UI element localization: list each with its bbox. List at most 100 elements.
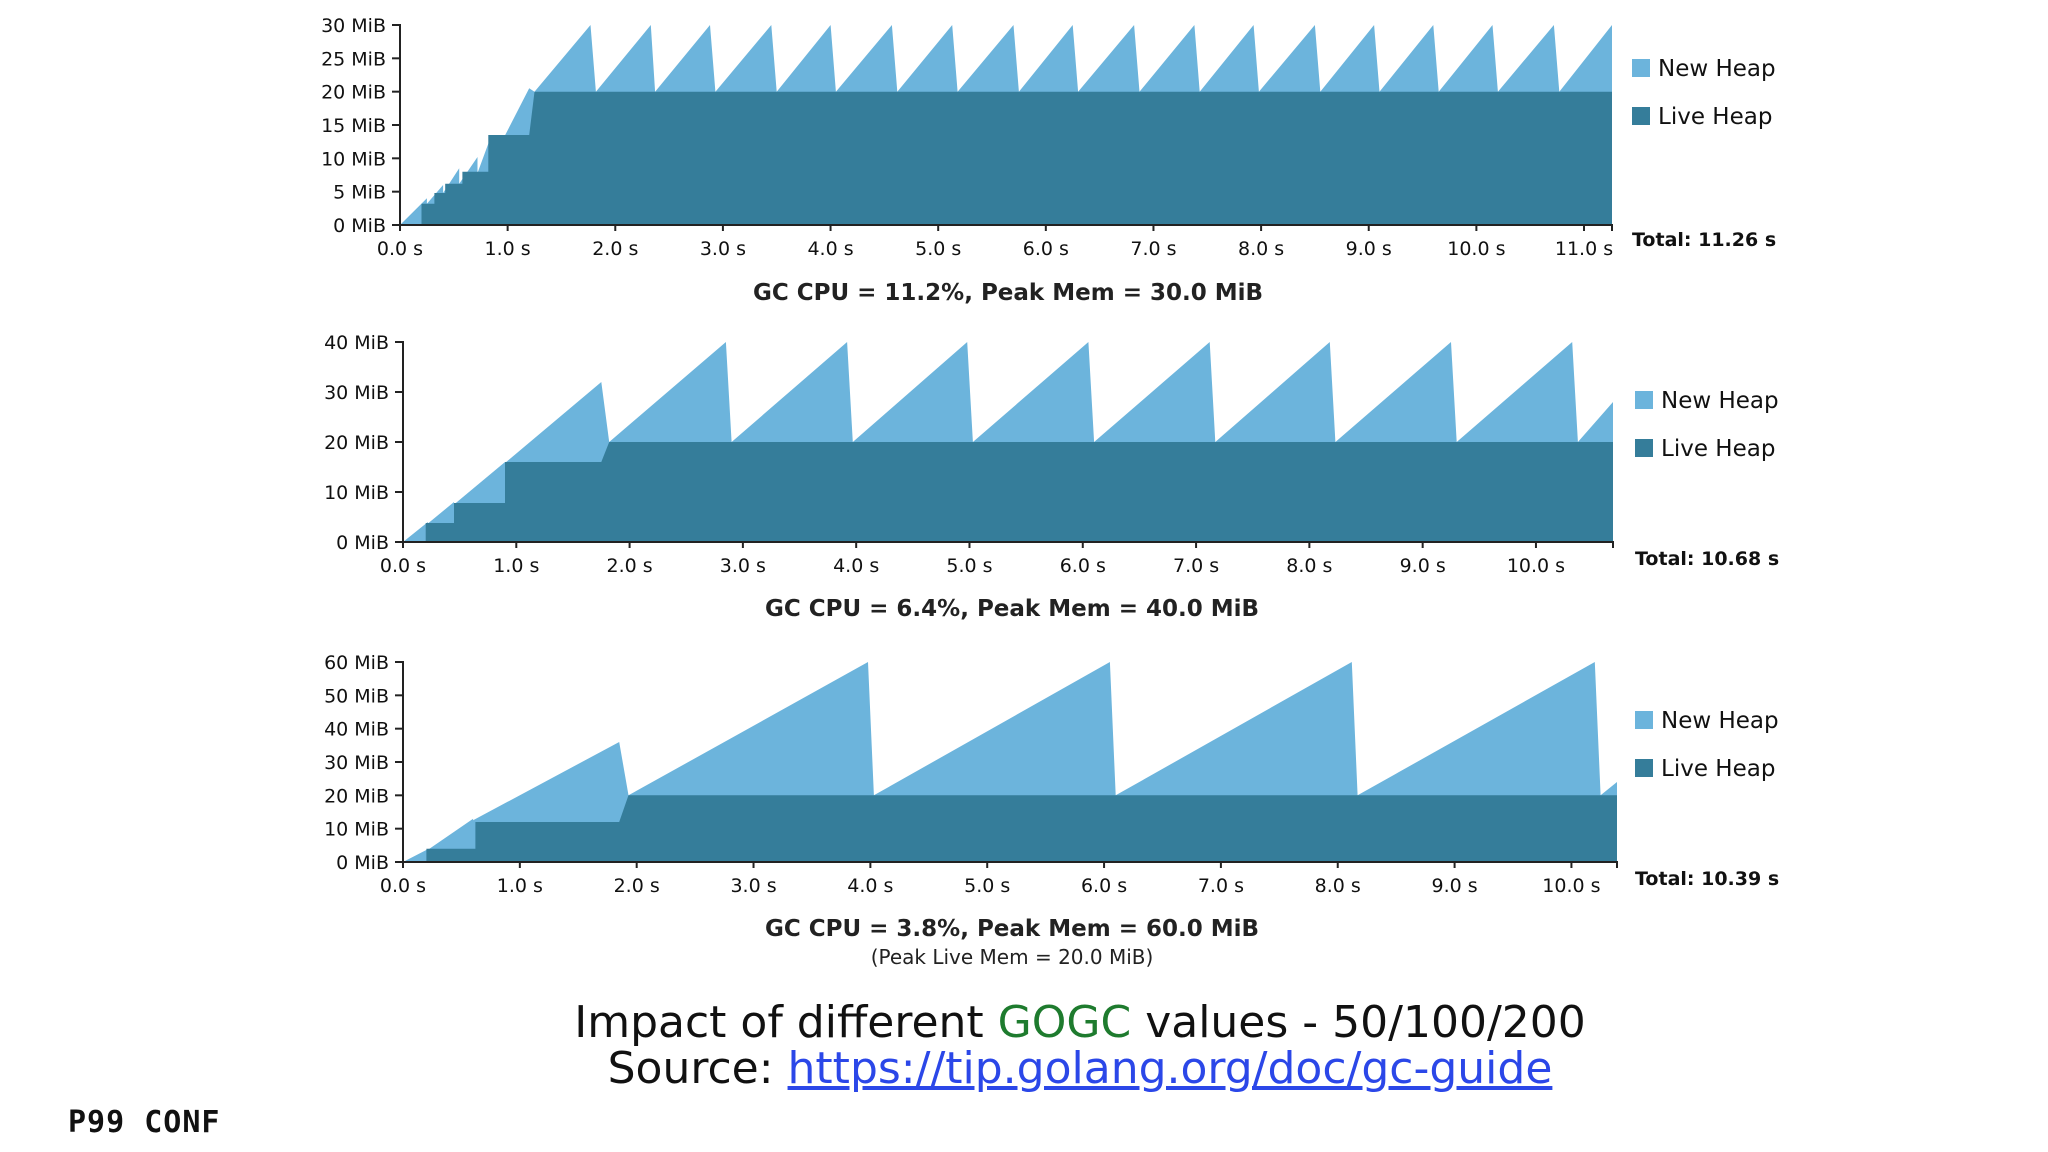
x-tick-label: 2.0 s [607,555,653,577]
y-tick-label: 20 MiB [321,82,386,104]
legend-swatch-live-heap [1632,107,1650,125]
x-axis-line [399,224,1613,231]
y-tick-label: 0 MiB [333,215,386,237]
y-tick-label: 10 MiB [324,482,389,504]
y-tick-label: 50 MiB [324,685,389,707]
legend-label-live-heap: Live Heap [1661,756,1775,782]
plot-area: 0 MiB 10 MiB 20 MiB 30 MiB 40 MiB 0.0 s 1.0 s 2… [324,332,1779,577]
x-tick-label: 9.0 s [1346,238,1392,260]
x-tick-label: 5.0 s [915,238,961,260]
legend-swatch-new-heap [1635,711,1653,729]
legend-label-new-heap: New Heap [1661,708,1779,734]
total-time-label: Total: 11.26 s [1632,229,1776,251]
legend-swatch-live-heap [1635,439,1653,457]
x-tick-label: 3.0 s [720,555,766,577]
legend-label-live-heap: Live Heap [1658,104,1772,130]
source-prefix: Source: [607,1043,788,1094]
x-tick-label: 6.0 s [1060,555,1106,577]
x-tick-label: 7.0 s [1173,555,1219,577]
y-tick-label: 25 MiB [321,48,386,70]
x-tick-label: 5.0 s [946,555,992,577]
x-tick-label: 6.0 s [1081,875,1127,897]
chart-title: GC CPU = 3.8%, Peak Mem = 60.0 MiB [765,916,1259,942]
plot-area: 0 MiB 10 MiB 20 MiB 30 MiB 40 MiB 50 MiB 60 Mi… [324,652,1779,897]
area-layer [403,342,1613,542]
x-tick-label: 0.0 s [380,555,426,577]
y-tick-label: 40 MiB [324,719,389,741]
x-tick-label: 10.0 s [1447,238,1505,260]
y-tick-label: 15 MiB [321,115,386,137]
x-axis-line [402,861,1618,868]
x-tick-label: 1.0 s [485,238,531,260]
caption-gogc-highlight: GOGC [997,997,1132,1048]
legend-label-new-heap: New Heap [1658,56,1776,82]
area-series-live-heap [400,91,1612,225]
x-tick-label: 10.0 s [1507,555,1565,577]
source-link[interactable]: https://tip.golang.org/doc/gc-guide [787,1043,1553,1094]
x-tick-label: 0.0 s [377,238,423,260]
y-tick-label: 20 MiB [324,785,389,807]
x-tick-label: 2.0 s [592,238,638,260]
legend-swatch-new-heap [1635,391,1653,409]
legend: New Heap Live Heap [1632,56,1776,130]
area-layer [400,25,1612,225]
axis-layer: 0 MiB 10 MiB 20 MiB 30 MiB 40 MiB 50 MiB 60 Mi… [324,652,1618,897]
legend-swatch-live-heap [1635,759,1653,777]
chart-gogc-100: 0 MiB 10 MiB 20 MiB 30 MiB 40 MiB 0.0 s 1.0 s 2… [324,332,1779,622]
x-tick-label: 8.0 s [1286,555,1332,577]
y-tick-label: 5 MiB [333,182,386,204]
x-tick-label: 0.0 s [380,875,426,897]
x-tick-label: 9.0 s [1432,875,1478,897]
x-tick-label: 4.0 s [847,875,893,897]
x-tick-label: 1.0 s [497,875,543,897]
y-tick-label: 0 MiB [336,532,389,554]
x-tick-label: 7.0 s [1130,238,1176,260]
x-tick-label: 4.0 s [807,238,853,260]
total-time-label: Total: 10.39 s [1635,868,1779,890]
caption-line-2: Source: https://tip.golang.org/doc/gc-gu… [0,1046,2048,1092]
chart-gogc-200: 0 MiB 10 MiB 20 MiB 30 MiB 40 MiB 50 MiB 60 Mi… [324,652,1779,969]
area-series-live-heap [403,795,1617,862]
brand-logo: P99 CONF [68,1105,221,1140]
chart-title: GC CPU = 11.2%, Peak Mem = 30.0 MiB [753,280,1263,306]
axis-layer: 0 MiB 10 MiB 20 MiB 30 MiB 40 MiB 0.0 s 1.0 s 2… [324,332,1614,577]
legend-label-live-heap: Live Heap [1661,436,1775,462]
x-tick-label: 10.0 s [1542,875,1600,897]
x-tick-label: 8.0 s [1315,875,1361,897]
chart-subtitle: (Peak Live Mem = 20.0 MiB) [871,945,1154,969]
caption-text: values - 50/100/200 [1131,997,1586,1048]
total-time-label: Total: 10.68 s [1635,548,1779,570]
plot-area: 0 MiB 5 MiB 10 MiB 15 MiB 20 MiB 25 MiB 30 MiB… [321,15,1776,260]
y-tick-label: 10 MiB [324,819,389,841]
y-tick-label: 30 MiB [321,15,386,37]
x-tick-label: 4.0 s [833,555,879,577]
y-tick-label: 30 MiB [324,382,389,404]
y-tick-label: 10 MiB [321,148,386,170]
y-tick-label: 20 MiB [324,432,389,454]
legend: New Heap Live Heap [1635,708,1779,782]
y-tick-label: 60 MiB [324,652,389,674]
x-tick-label: 2.0 s [614,875,660,897]
caption-text: Impact of different [574,997,998,1048]
x-tick-label: 8.0 s [1238,238,1284,260]
x-tick-label: 5.0 s [964,875,1010,897]
x-axis-line [402,541,1614,548]
legend-label-new-heap: New Heap [1661,388,1779,414]
chart-title: GC CPU = 6.4%, Peak Mem = 40.0 MiB [765,596,1259,622]
y-tick-label: 0 MiB [336,852,389,874]
axis-layer: 0 MiB 5 MiB 10 MiB 15 MiB 20 MiB 25 MiB 30 MiB… [321,15,1613,260]
x-tick-label: 11.0 s [1555,238,1613,260]
x-tick-label: 7.0 s [1198,875,1244,897]
area-series-live-heap [403,442,1613,542]
legend: New Heap Live Heap [1635,388,1779,462]
y-tick-label: 30 MiB [324,752,389,774]
caption-line-1: Impact of different GOGC values - 50/100… [0,1000,2048,1046]
x-tick-label: 3.0 s [730,875,776,897]
legend-swatch-new-heap [1632,59,1650,77]
y-tick-label: 40 MiB [324,332,389,354]
x-tick-label: 6.0 s [1023,238,1069,260]
x-tick-label: 9.0 s [1400,555,1446,577]
x-tick-label: 3.0 s [700,238,746,260]
chart-gogc-50: 0 MiB 5 MiB 10 MiB 15 MiB 20 MiB 25 MiB 30 MiB… [321,15,1776,306]
area-layer [403,662,1617,862]
